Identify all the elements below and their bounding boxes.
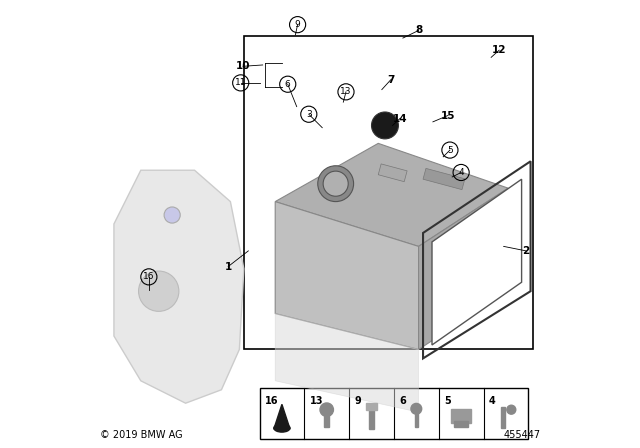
Text: 16: 16	[143, 272, 155, 281]
Circle shape	[320, 403, 333, 417]
Ellipse shape	[274, 424, 290, 432]
Text: 13: 13	[310, 396, 323, 405]
Text: 4: 4	[489, 396, 495, 405]
Polygon shape	[419, 188, 508, 349]
Bar	[378, 164, 407, 182]
Text: 2: 2	[522, 246, 530, 256]
Polygon shape	[275, 143, 508, 246]
Bar	[260, 388, 528, 439]
Text: 12: 12	[492, 45, 506, 55]
Text: 5: 5	[444, 396, 451, 405]
Text: 5: 5	[447, 146, 452, 155]
Text: 7: 7	[387, 75, 394, 85]
Polygon shape	[114, 170, 244, 403]
Text: 11: 11	[235, 78, 246, 87]
Text: 13: 13	[340, 87, 352, 96]
Text: 16: 16	[265, 396, 278, 405]
Circle shape	[507, 405, 516, 414]
Text: 455447: 455447	[503, 430, 540, 440]
Bar	[451, 409, 471, 423]
Circle shape	[411, 403, 422, 414]
Text: 6: 6	[285, 80, 291, 89]
Polygon shape	[432, 179, 522, 345]
Text: 15: 15	[440, 111, 455, 121]
Circle shape	[164, 207, 180, 223]
Bar	[366, 403, 377, 409]
Polygon shape	[275, 314, 419, 412]
Text: 10: 10	[236, 61, 250, 71]
Text: 1: 1	[225, 262, 232, 271]
Polygon shape	[275, 202, 419, 349]
Bar	[324, 409, 329, 426]
Polygon shape	[274, 404, 290, 429]
Bar	[369, 407, 374, 429]
Bar	[454, 421, 468, 426]
Text: © 2019 BMW AG: © 2019 BMW AG	[100, 430, 182, 440]
Circle shape	[372, 112, 399, 139]
Text: 8: 8	[415, 26, 422, 35]
Bar	[415, 409, 418, 426]
Text: 3: 3	[306, 110, 312, 119]
Circle shape	[139, 271, 179, 311]
Bar	[244, 36, 533, 349]
Text: 6: 6	[399, 396, 406, 405]
Text: 4: 4	[458, 168, 464, 177]
Text: 9: 9	[355, 396, 361, 405]
Text: 14: 14	[392, 114, 407, 124]
Bar	[500, 408, 505, 427]
Bar	[423, 168, 465, 190]
Text: 9: 9	[295, 20, 300, 29]
